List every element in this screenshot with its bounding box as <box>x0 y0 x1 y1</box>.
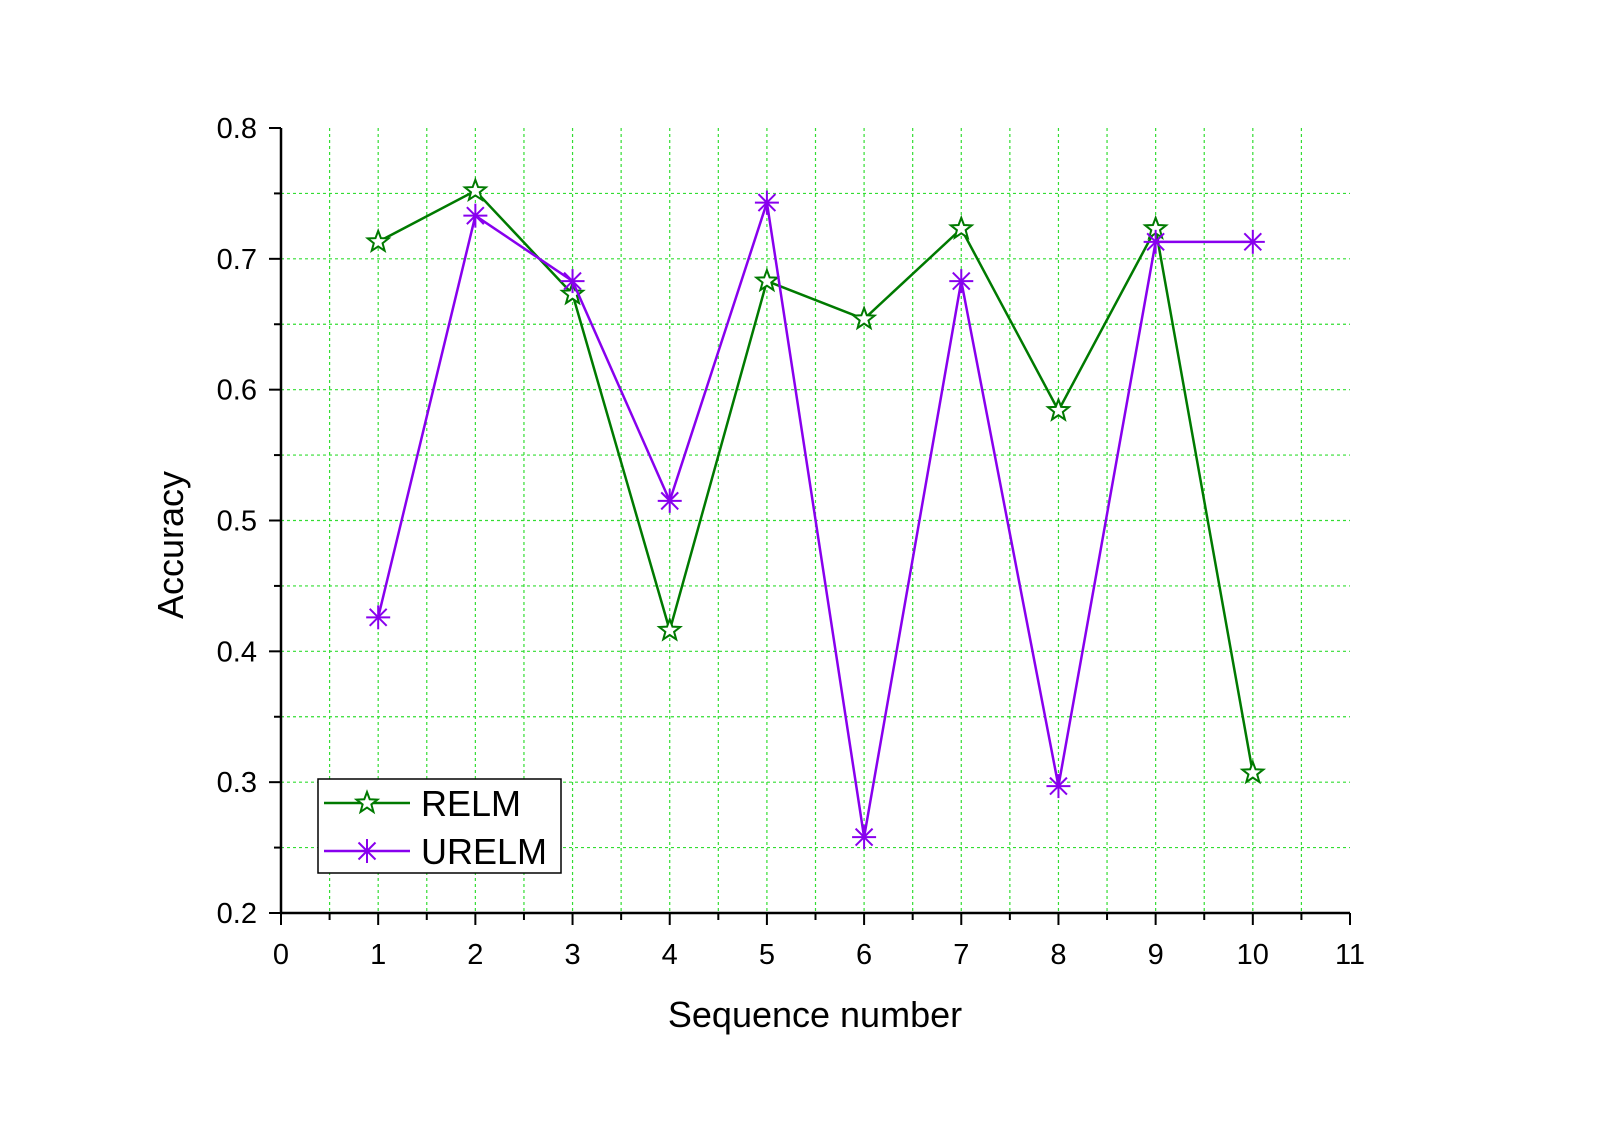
data-point-relm <box>850 305 878 331</box>
data-point-urelm <box>1240 229 1265 254</box>
legend-marker-urelm <box>355 839 379 863</box>
data-point-relm <box>1045 396 1072 422</box>
legend-box <box>317 778 562 874</box>
legend-marker-relm <box>353 789 381 815</box>
axes: 0 1 2 3 4 5 6 7 8 9 10 11 0.2 0.3 0.4 0.5 0.6 0.7 0.8 <box>217 113 1365 971</box>
x-tick-label: 3 <box>564 939 580 971</box>
y-tick-label: 0.5 <box>217 506 257 538</box>
legend-label-urelm: URELM <box>421 831 547 872</box>
data-point-urelm <box>463 203 488 228</box>
y-tick-label: 0.6 <box>217 375 257 407</box>
series-line-urelm <box>376 202 1253 838</box>
legend: RELM URELM <box>317 778 562 874</box>
data-point-urelm <box>754 190 779 215</box>
series <box>364 176 1267 850</box>
y-tick-label: 0.4 <box>217 636 257 668</box>
x-tick-label: 9 <box>1148 939 1164 971</box>
data-point-relm <box>364 227 392 254</box>
x-tick-label: 7 <box>953 939 969 971</box>
x-tick-label: 2 <box>467 939 483 971</box>
x-tick-label: 1 <box>370 939 386 971</box>
data-point-urelm <box>657 488 682 513</box>
data-point-relm <box>753 267 781 293</box>
data-point-relm <box>656 616 683 642</box>
x-tick-label: 10 <box>1237 939 1269 971</box>
x-axis-title: Sequence number <box>668 994 962 1035</box>
data-point-urelm <box>1046 774 1071 799</box>
data-point-relm <box>948 214 975 240</box>
x-tick-label: 11 <box>1335 939 1365 971</box>
data-point-relm <box>559 280 586 306</box>
y-axis-title: Accuracy <box>150 471 191 619</box>
data-point-urelm <box>949 269 974 294</box>
data-point-urelm <box>366 605 391 630</box>
x-tick-label: 6 <box>856 939 872 971</box>
x-tick-label: 8 <box>1050 939 1066 971</box>
y-tick-label: 0.3 <box>217 767 257 799</box>
x-tick-label: 5 <box>759 939 775 971</box>
x-tick-label: 0 <box>273 939 289 971</box>
y-tick-label: 0.8 <box>217 113 257 145</box>
legend-label-relm: RELM <box>421 783 521 824</box>
y-tick-label: 0.2 <box>217 898 257 930</box>
data-point-urelm <box>1143 229 1168 254</box>
y-tick-label: 0.7 <box>217 244 257 276</box>
data-point-relm <box>462 176 489 203</box>
data-point-urelm <box>560 269 585 294</box>
series-line-relm <box>377 189 1255 774</box>
data-point-urelm <box>852 825 877 850</box>
x-tick-label: 4 <box>662 939 678 971</box>
data-point-relm <box>1239 759 1267 785</box>
